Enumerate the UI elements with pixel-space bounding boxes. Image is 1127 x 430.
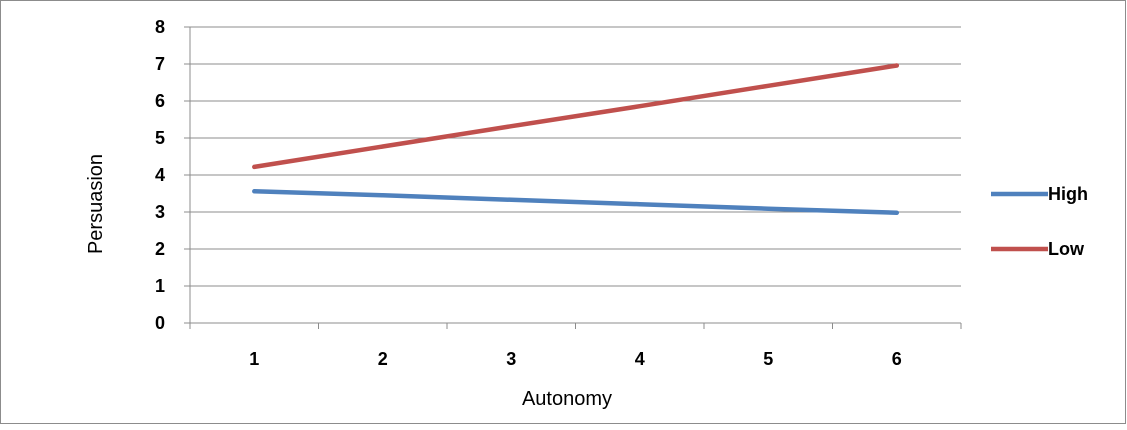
- axes: [184, 26, 962, 329]
- y-tick-label: 4: [155, 165, 165, 185]
- gridlines: [190, 26, 961, 287]
- x-tick-label: 1: [249, 349, 259, 369]
- y-tick-label: 6: [155, 91, 165, 111]
- y-tick-label: 5: [155, 128, 165, 148]
- y-tick-label: 2: [155, 239, 165, 259]
- y-tick-label: 0: [155, 313, 165, 333]
- x-tick-label: 5: [763, 349, 773, 369]
- series-line-low: [252, 63, 900, 170]
- y-tick-label: 7: [155, 54, 165, 74]
- series-lines: [252, 63, 900, 215]
- x-tick-label: 4: [635, 349, 645, 369]
- y-tick-label: 3: [155, 202, 165, 222]
- x-tick-label: 2: [378, 349, 388, 369]
- x-tick-labels: 1 2 3 4 5 6: [249, 349, 902, 369]
- y-axis-title: Persuasion: [85, 154, 107, 254]
- legend-label-high: High: [1048, 184, 1088, 204]
- x-tick-label: 3: [506, 349, 516, 369]
- legend-label-low: Low: [1048, 239, 1085, 259]
- series-line-high: [252, 189, 900, 215]
- y-tick-labels: 0 1 2 3 4 5 6 7 8: [155, 17, 165, 333]
- y-tick-label: 1: [155, 276, 165, 296]
- x-axis-title: Autonomy: [522, 388, 612, 410]
- x-tick-label: 6: [892, 349, 902, 369]
- y-tick-label: 8: [155, 17, 165, 37]
- legend: High Low: [991, 184, 1088, 259]
